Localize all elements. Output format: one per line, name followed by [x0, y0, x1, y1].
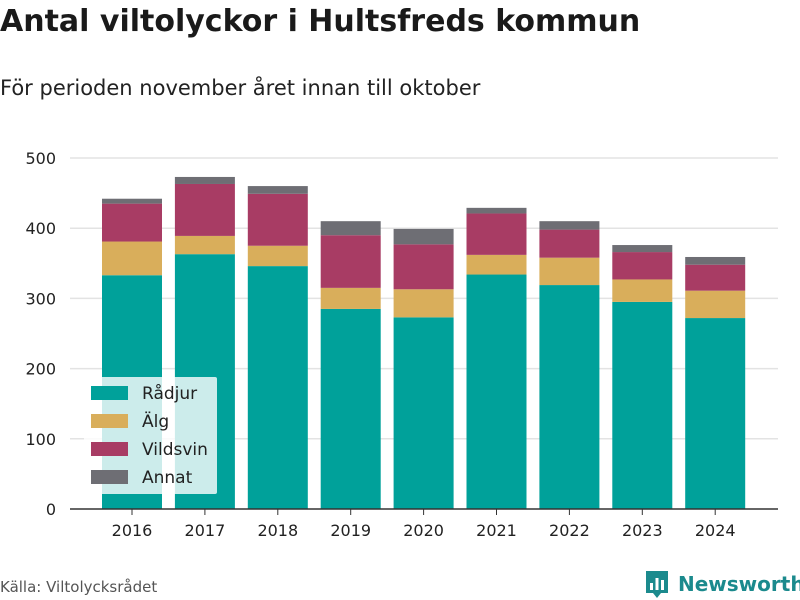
y-tick-label: 500 [25, 149, 56, 168]
x-tick-label: 2024 [695, 521, 736, 540]
x-tick-label: 2016 [112, 521, 153, 540]
bar-segment [612, 252, 673, 280]
y-tick-label: 100 [25, 430, 56, 449]
stacked-bar-chart: 0 100 200 300 400 500 2016 2017 2018 2019 2020 202… [25, 149, 778, 540]
bar-segment [466, 213, 527, 255]
bar-segment [685, 318, 746, 509]
bar-segment [539, 221, 600, 230]
source-note: Källa: Viltolycksrådet [0, 578, 158, 596]
x-tick-label: 2018 [257, 521, 298, 540]
bar-segment [320, 235, 381, 288]
chart-subtitle: För perioden november året innan till ok… [0, 76, 481, 100]
bar-segment [539, 257, 600, 286]
bar-segment [612, 279, 673, 302]
bar-segment [320, 308, 381, 509]
x-tick-label: 2023 [622, 521, 663, 540]
chart-title: Antal viltolyckor i Hultsfreds kommun [0, 4, 641, 39]
bar-segment [247, 266, 308, 509]
bar-segment [174, 176, 235, 184]
bar-segment [466, 274, 527, 509]
legend-label: Vildsvin [142, 440, 208, 460]
bar-segment [466, 207, 527, 214]
x-tick-label: 2020 [403, 521, 444, 540]
bar-segment [539, 285, 600, 509]
legend-swatch [91, 414, 128, 428]
bar-segment [320, 287, 381, 309]
y-tick-label: 0 [46, 500, 56, 519]
x-tick-label: 2017 [185, 521, 226, 540]
newsworthy-logo: Newsworthy [644, 568, 800, 600]
bar-segment [393, 244, 454, 290]
legend: Rådjur Älg Vildsvin Annat [84, 377, 217, 494]
bar-segment [174, 235, 235, 255]
brand-name: Newsworthy [678, 572, 800, 596]
legend-swatch [91, 386, 128, 400]
legend-swatch [91, 470, 128, 484]
x-tick-label: 2022 [549, 521, 590, 540]
y-tick-label: 200 [25, 360, 56, 379]
x-axis: 2016 2017 2018 2019 2020 2021 2022 2023 2024 [112, 509, 736, 540]
legend-swatch [91, 442, 128, 456]
bar-segment [102, 241, 162, 276]
bar-segment [247, 245, 308, 267]
bar-segment [685, 264, 746, 291]
y-tick-label: 400 [25, 219, 56, 238]
x-tick-label: 2019 [330, 521, 371, 540]
bar-segment [685, 256, 746, 265]
y-axis: 0 100 200 300 400 500 [25, 149, 56, 519]
bar-segment [102, 203, 162, 242]
bar-chart-logo-icon [646, 571, 668, 598]
bar-segment [685, 290, 746, 319]
y-tick-label: 300 [25, 289, 56, 308]
bar-segment [539, 229, 600, 258]
legend-label: Annat [142, 468, 193, 488]
bar-segment [612, 245, 673, 253]
bar-segment [466, 254, 527, 275]
bar-segment [393, 228, 454, 245]
bar-segment [102, 198, 162, 204]
bar-segment [247, 193, 308, 246]
legend-background [84, 377, 217, 494]
bar-segment [393, 317, 454, 509]
legend-label: Älg [142, 411, 169, 432]
bar-segment [393, 289, 454, 318]
bar-segment [247, 186, 308, 194]
bar-segment [320, 221, 381, 236]
legend-label: Rådjur [142, 383, 197, 404]
x-tick-label: 2021 [476, 521, 517, 540]
bar-segment [174, 183, 235, 236]
bar-segment [612, 301, 673, 509]
